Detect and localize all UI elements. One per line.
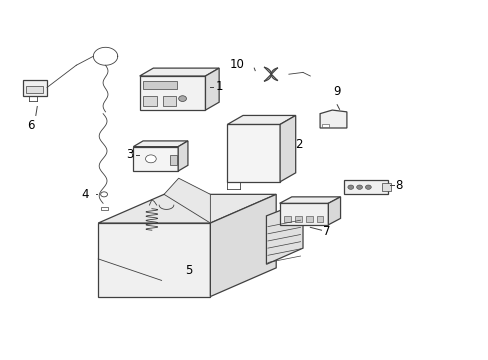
Text: 2: 2 — [294, 138, 302, 150]
Polygon shape — [178, 141, 187, 171]
Polygon shape — [98, 194, 276, 223]
Circle shape — [178, 96, 186, 102]
Bar — [381, 183, 390, 192]
Bar — [284, 216, 291, 222]
Polygon shape — [227, 125, 280, 182]
Text: 7: 7 — [322, 225, 329, 238]
Bar — [143, 81, 177, 89]
Polygon shape — [205, 68, 219, 110]
Polygon shape — [266, 202, 303, 264]
Bar — [305, 216, 312, 222]
Bar — [101, 207, 108, 211]
Bar — [321, 124, 328, 127]
Text: 8: 8 — [394, 179, 402, 192]
Bar — [143, 96, 157, 107]
Polygon shape — [140, 68, 219, 76]
Polygon shape — [320, 110, 346, 128]
Text: 4: 4 — [81, 188, 88, 201]
Text: 6: 6 — [27, 119, 35, 132]
Text: 1: 1 — [215, 80, 223, 93]
Bar — [170, 154, 177, 165]
Circle shape — [101, 192, 107, 197]
Bar — [295, 216, 302, 222]
Polygon shape — [280, 116, 295, 182]
Circle shape — [365, 185, 370, 189]
Polygon shape — [227, 116, 295, 125]
Polygon shape — [279, 197, 340, 203]
Circle shape — [356, 185, 362, 189]
Text: 5: 5 — [184, 264, 192, 277]
Circle shape — [347, 185, 353, 189]
Bar — [316, 216, 323, 222]
Polygon shape — [140, 76, 205, 110]
Polygon shape — [133, 141, 187, 147]
Polygon shape — [328, 197, 340, 225]
Bar — [162, 96, 176, 107]
Bar — [22, 80, 47, 96]
Text: 3: 3 — [126, 148, 134, 161]
Bar — [26, 86, 43, 93]
Text: 10: 10 — [229, 58, 244, 71]
Circle shape — [145, 155, 156, 163]
Polygon shape — [133, 147, 178, 171]
Bar — [344, 180, 387, 194]
Polygon shape — [210, 194, 276, 297]
Polygon shape — [279, 203, 328, 225]
Text: 9: 9 — [333, 85, 340, 98]
Polygon shape — [163, 178, 210, 223]
Polygon shape — [98, 223, 210, 297]
